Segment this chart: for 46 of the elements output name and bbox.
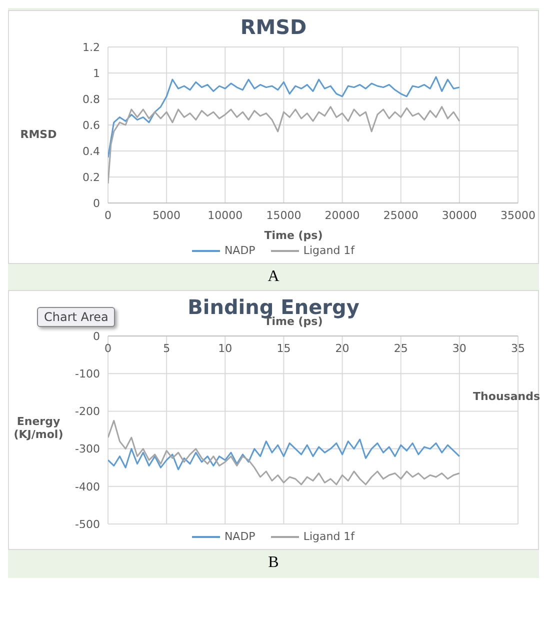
x-tick-label: 30 — [452, 342, 466, 355]
legend-label: Ligand 1f — [302, 244, 355, 257]
text: B — [267, 554, 280, 572]
x-tick-label: 5000 — [152, 208, 181, 222]
line-series — [108, 438, 460, 470]
x-tick-label: 20000 — [324, 208, 360, 222]
y-tick-label: 1 — [93, 66, 100, 80]
x-tick-label: 10 — [218, 342, 232, 355]
x-axis-title: Time (ps) — [264, 315, 323, 328]
x-tick-label: 15000 — [266, 208, 302, 222]
x-tick-label: 5 — [163, 342, 170, 355]
legend-label: NADP — [223, 244, 256, 257]
chart-title: RMSD — [239, 15, 308, 39]
y-axis-title: Energy (KJ/mol) — [12, 415, 64, 441]
x-tick-label: 30000 — [442, 208, 477, 222]
y-tick-label: -100 — [75, 368, 100, 381]
y-tick-label: -300 — [75, 442, 100, 456]
x-tick-label: 25 — [394, 342, 408, 355]
annotation: Thousands — [473, 390, 540, 403]
y-tick-label: 0.4 — [82, 144, 100, 158]
y-tick-label: 0 — [93, 196, 100, 210]
text: A — [266, 268, 280, 286]
y-tick-label: 0.2 — [82, 170, 100, 184]
y-tick-label: -500 — [75, 518, 100, 531]
line-series — [108, 76, 460, 158]
x-axis-title: Time (ps) — [263, 229, 324, 242]
y-tick-label: -400 — [75, 480, 100, 494]
line-series — [108, 420, 460, 486]
y-tick-label: 0 — [93, 330, 100, 343]
y-tick-label: 1.2 — [82, 40, 100, 54]
x-tick-label: 15 — [276, 342, 291, 355]
x-tick-label: 0 — [104, 208, 112, 222]
x-tick-label: 0 — [104, 342, 112, 355]
legend-label: NADP — [223, 530, 256, 543]
chart-area-button: Chart Area — [37, 307, 116, 327]
x-tick-label: 20 — [335, 342, 350, 355]
x-tick-label: 10000 — [208, 208, 243, 222]
x-tick-label: 25000 — [383, 208, 418, 222]
y-tick-label: 0.8 — [82, 92, 100, 106]
line-series — [108, 106, 460, 184]
legend-label: Ligand 1f — [302, 530, 355, 543]
y-tick-label: -200 — [75, 405, 100, 418]
y-axis-title: RMSD — [19, 128, 58, 140]
x-tick-label: 35000 — [500, 208, 536, 222]
x-tick-label: 35 — [511, 342, 525, 355]
y-tick-label: 0.6 — [82, 118, 100, 132]
